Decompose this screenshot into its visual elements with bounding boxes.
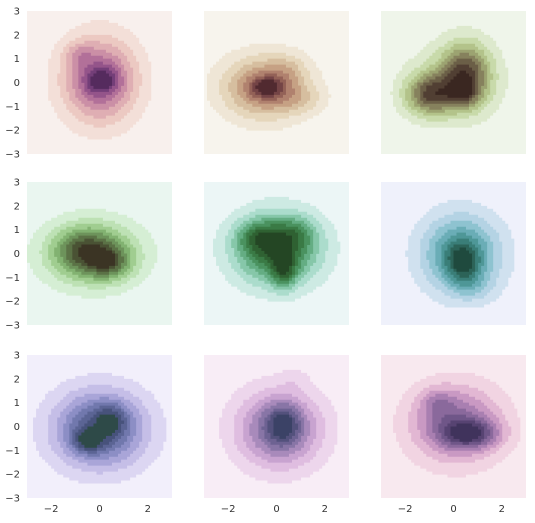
y-tick-label: 3	[14, 7, 20, 18]
x-tick-label: 0	[450, 504, 456, 515]
contour-level-8	[255, 232, 292, 275]
y-tick-label: 1	[14, 225, 20, 236]
y-tick-label: 2	[14, 374, 20, 385]
kde-panel-3	[381, 11, 526, 154]
y-tick-label: 1	[14, 54, 20, 65]
kde-panel-5	[204, 182, 349, 325]
contour-level-8	[78, 414, 119, 448]
contour-level-8	[453, 247, 473, 272]
y-tick-label: 0	[14, 249, 20, 260]
x-tick-label: −2	[398, 504, 413, 515]
contour-level-8	[78, 244, 115, 269]
y-tick-label: −2	[5, 297, 20, 308]
kde-panel-9	[381, 355, 526, 498]
contour-level-8	[255, 79, 277, 95]
x-tick-label: 0	[96, 504, 102, 515]
kde-panel-4	[27, 182, 172, 325]
y-tick-label: 2	[14, 30, 20, 41]
y-tick-label: −3	[5, 150, 20, 161]
y-tick-label: −3	[5, 494, 20, 505]
contour-level-8	[90, 70, 112, 89]
kde-panel-2	[204, 11, 349, 154]
kde-panel-1	[27, 11, 172, 154]
x-tick-label: 2	[499, 504, 505, 515]
y-tick-label: 3	[14, 178, 20, 189]
x-tick-label: 2	[322, 504, 328, 515]
kde-panel-6	[381, 182, 526, 325]
contour-level-8	[273, 414, 292, 439]
x-tick-label: 2	[145, 504, 151, 515]
y-tick-label: −3	[5, 321, 20, 332]
contour-level-8	[450, 423, 482, 442]
y-tick-label: 2	[14, 201, 20, 212]
contour-level-8	[435, 70, 473, 98]
y-tick-label: −2	[5, 126, 20, 137]
x-tick-label: −2	[44, 504, 59, 515]
y-tick-label: 1	[14, 398, 20, 409]
y-tick-label: 0	[14, 78, 20, 89]
y-tick-label: −1	[5, 273, 20, 284]
kde-panel-8	[204, 355, 349, 498]
y-tick-label: −2	[5, 470, 20, 481]
y-tick-label: 0	[14, 422, 20, 433]
kde-panel-7	[27, 355, 172, 498]
y-tick-label: −1	[5, 102, 20, 113]
x-tick-label: −2	[221, 504, 236, 515]
x-tick-label: 0	[273, 504, 279, 515]
y-tick-label: 3	[14, 351, 20, 362]
y-tick-label: −1	[5, 446, 20, 457]
